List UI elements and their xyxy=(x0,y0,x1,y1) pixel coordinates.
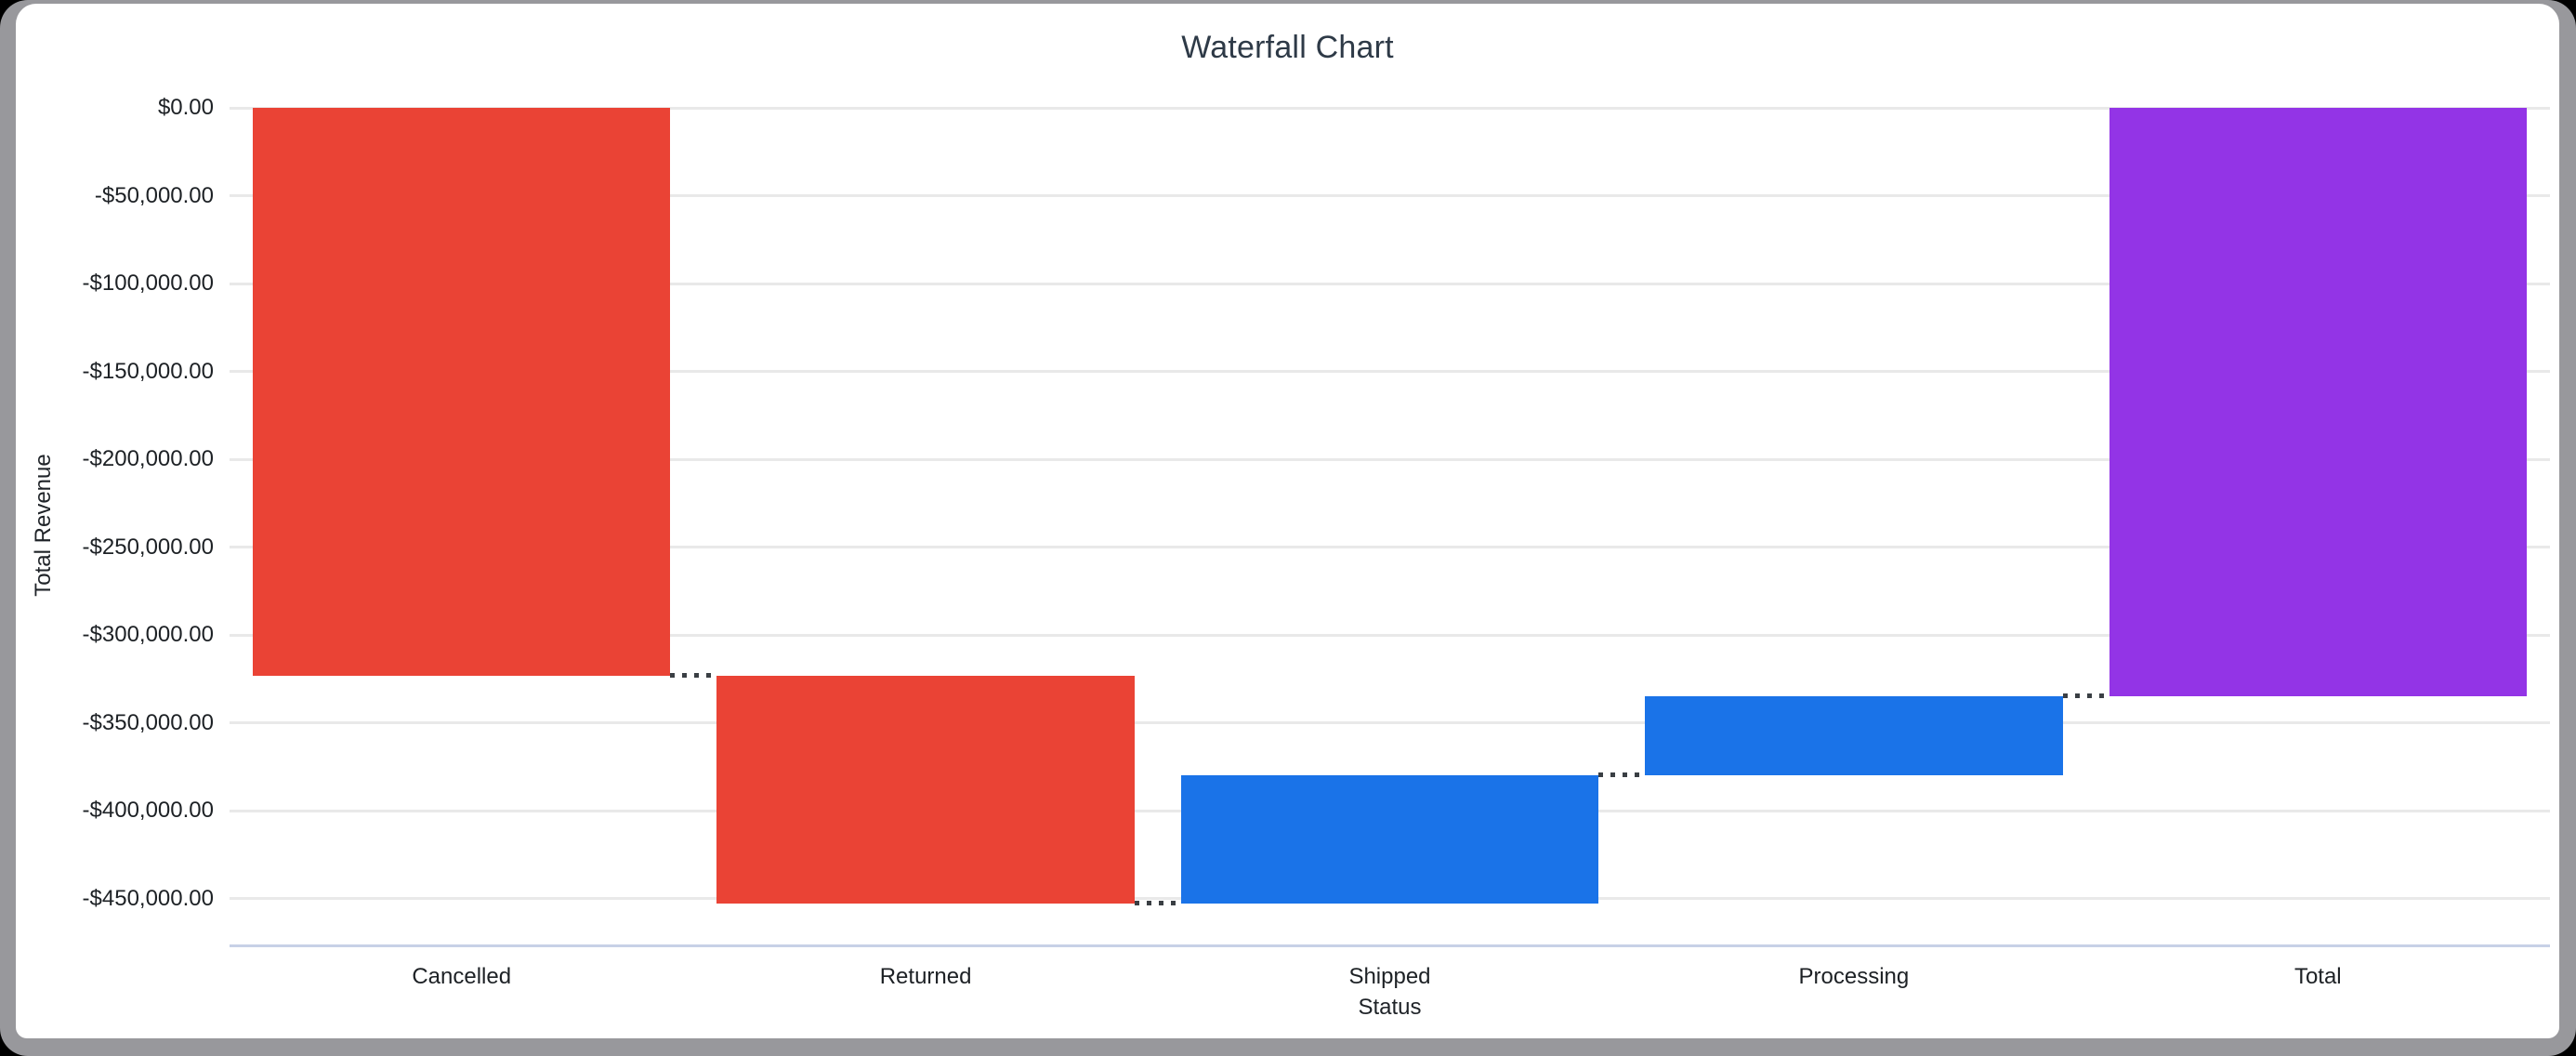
x-axis-title: Status xyxy=(1358,995,1422,1020)
gridline-4 xyxy=(230,457,2550,461)
chart-title: Waterfall Chart xyxy=(1181,30,1394,65)
connector-shipped xyxy=(1598,772,1646,778)
plot-area xyxy=(230,106,2550,947)
y-tick-label-3: -$150,000.00 xyxy=(82,358,214,384)
x-tick-label-returned: Returned xyxy=(879,964,972,989)
gridline-7 xyxy=(230,721,2550,725)
x-tick-label-shipped: Shipped xyxy=(1348,964,1431,989)
connector-cancelled xyxy=(670,673,717,679)
connector-processing xyxy=(2062,693,2109,699)
gridline-6 xyxy=(230,633,2550,637)
y-tick-label-8: -$400,000.00 xyxy=(82,798,214,824)
y-tick-label-7: -$350,000.00 xyxy=(82,709,214,735)
chart-canvas: Waterfall Chart Total Revenue $0.00 -$50,… xyxy=(16,4,2559,1038)
gridline-3 xyxy=(230,370,2550,374)
y-tick-label-2: -$100,000.00 xyxy=(82,271,214,297)
y-tick-labels: $0.00 -$50,000.00 -$100,000.00 -$150,000.00… xyxy=(16,4,214,1038)
gridline-2 xyxy=(230,282,2550,285)
gridline-5 xyxy=(230,546,2550,549)
bar-shipped[interactable] xyxy=(1180,774,1599,904)
bar-processing[interactable] xyxy=(1645,695,2063,775)
y-tick-label-4: -$200,000.00 xyxy=(82,446,214,472)
x-tick-label-processing: Processing xyxy=(1798,964,1910,989)
x-tick-labels: Cancelled Returned Shipped Processing Total xyxy=(230,963,2550,995)
x-tick-label-cancelled: Cancelled xyxy=(412,964,512,989)
y-tick-label-5: -$250,000.00 xyxy=(82,534,214,560)
connector-returned xyxy=(1134,901,1181,906)
y-tick-label-6: -$300,000.00 xyxy=(82,622,214,648)
x-tick-label-total: Total xyxy=(2293,964,2342,989)
bar-returned[interactable] xyxy=(716,675,1135,904)
gridline-1 xyxy=(230,194,2550,198)
y-tick-label-9: -$450,000.00 xyxy=(82,885,214,911)
gridline-0 xyxy=(230,106,2550,110)
bar-total[interactable] xyxy=(2109,108,2528,696)
y-tick-label-1: -$50,000.00 xyxy=(94,182,214,208)
y-tick-label-0: $0.00 xyxy=(157,95,214,120)
bar-cancelled[interactable] xyxy=(252,108,671,676)
